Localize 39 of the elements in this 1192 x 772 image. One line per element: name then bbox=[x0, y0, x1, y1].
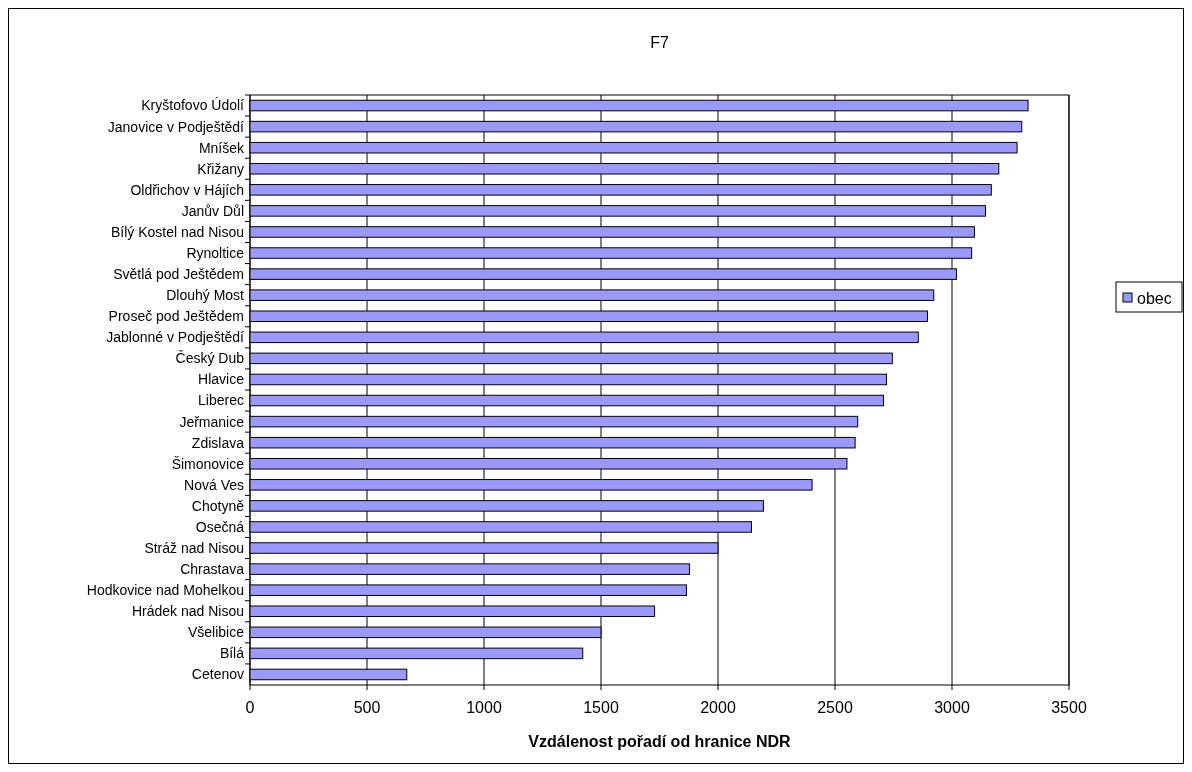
y-tick-label: Bílý Kostel nad Nisou bbox=[110, 223, 244, 240]
y-tick-label: Proseč pod Ještědem bbox=[108, 308, 244, 325]
y-tick-label: Jablonné v Podještědí bbox=[106, 329, 245, 346]
y-tick-label: Bílá bbox=[219, 645, 245, 662]
y-tick-label: Janův Důl bbox=[181, 202, 244, 219]
chart-title: F7 bbox=[650, 34, 669, 51]
legend-label: obec bbox=[1137, 289, 1172, 307]
x-tick-label: 3000 bbox=[934, 699, 970, 716]
x-tick-label: 2500 bbox=[817, 699, 853, 716]
y-tick-label: Rynoltice bbox=[186, 244, 245, 261]
x-tick-label: 3500 bbox=[1051, 699, 1087, 716]
y-tick-label: Mníšek bbox=[198, 139, 245, 156]
x-tick-label: 1000 bbox=[466, 699, 502, 716]
x-axis-title: Vzdálenost pořadí od hranice NDR bbox=[528, 733, 792, 750]
y-tick-label: Hrádek nad Nisou bbox=[131, 603, 244, 620]
y-tick-label: Osečná bbox=[195, 518, 245, 535]
y-tick-label: Oldřichov v Hájích bbox=[130, 181, 244, 198]
y-tick-label: Všelibice bbox=[187, 624, 245, 641]
x-tick-label: 0 bbox=[245, 699, 255, 716]
y-tick-label: Šimonovice bbox=[171, 455, 245, 472]
y-tick-label: Chrastava bbox=[180, 561, 245, 578]
y-tick-label: Hlavice bbox=[198, 371, 245, 388]
y-tick-label: Hodkovice nad Mohelkou bbox=[86, 582, 244, 599]
y-tick-label: Dlouhý Most bbox=[166, 287, 245, 304]
x-tick-label: 500 bbox=[353, 699, 381, 716]
y-tick-label: Český Dub bbox=[175, 350, 245, 367]
x-tick-label: 1500 bbox=[583, 699, 619, 716]
y-tick-label: Cetenov bbox=[191, 666, 244, 683]
y-tick-label: Stráž nad Nisou bbox=[144, 539, 244, 556]
y-tick-label: Kryštofovo Údolí bbox=[141, 97, 245, 114]
y-tick-label: Chotyně bbox=[191, 497, 245, 514]
y-tick-label: Zdislava bbox=[191, 434, 245, 451]
y-tick-label: Světlá pod Ještědem bbox=[113, 266, 244, 283]
y-tick-label: Nová Ves bbox=[184, 476, 244, 493]
y-tick-label: Janovice v Podještědí bbox=[107, 118, 245, 135]
y-tick-label: Křižany bbox=[197, 160, 244, 177]
y-tick-label: Jeřmanice bbox=[179, 413, 245, 430]
x-tick-label: 2000 bbox=[700, 699, 736, 716]
y-tick-label: Liberec bbox=[198, 392, 244, 409]
